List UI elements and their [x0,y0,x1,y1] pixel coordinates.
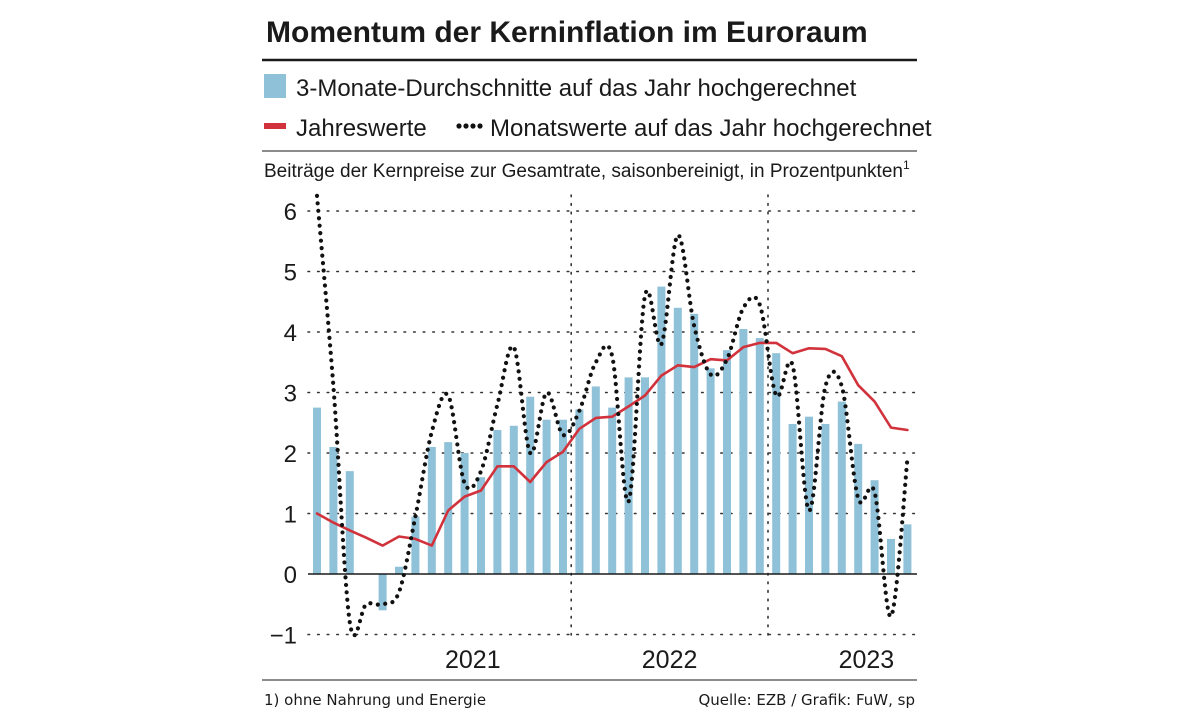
bar [903,524,912,574]
legend-line-swatch [264,123,286,129]
bar [657,286,666,574]
bar [854,443,863,574]
bar [870,480,879,574]
bar [772,353,781,574]
bar [641,377,649,574]
bar [345,471,354,574]
legend-dots-swatch [456,123,483,129]
chart-subtitle: Beiträge der Kernpreise zur Gesamtrate, … [264,158,910,182]
y-tick-label: 3 [284,381,297,408]
subtitle-text: Beiträge der Kernpreise zur Gesamtrate, … [264,161,903,182]
bar [755,338,764,574]
y-tick-label: 2 [284,441,297,468]
y-tick-label: 6 [284,199,297,226]
footnote: 1) ohne Nahrung und Energie [264,691,486,709]
bar [608,407,617,574]
bar [493,430,502,574]
annual-line [315,341,909,547]
bar [591,386,600,574]
monthly-dotted-line [314,193,910,638]
legend-bars-label: 3-Monate-Durchschnitte auf das Jahr hoch… [296,75,857,102]
bar [575,409,584,574]
legend-bars-swatch [264,74,286,98]
bar [805,416,813,574]
bar [378,574,387,611]
bar [477,477,485,574]
bar-series [313,286,912,611]
bar [395,566,403,574]
bar [837,401,846,574]
bar [706,368,715,574]
bar [624,377,633,574]
bar [444,442,453,574]
annual-line-series [315,341,909,547]
bar [509,425,518,574]
y-tick-label: −1 [270,623,297,650]
x-tick-label: 2023 [839,646,895,674]
bar [723,350,731,574]
bar [887,538,895,574]
y-tick-label: 0 [284,562,297,589]
bar [526,396,535,574]
y-tick-label: 4 [284,320,297,347]
x-tick-label: 2021 [445,646,501,674]
chart-title: Momentum der Kerninflation im Euroraum [266,16,868,49]
x-axis: 2021 2022 2023 [445,646,894,674]
y-tick-label: 5 [284,260,297,287]
monthly-dotted-series [314,193,910,638]
x-tick-label: 2022 [642,646,698,674]
legend-dots-label: Monatswerte auf das Jahr hochgerechnet [490,115,932,142]
bar [559,419,567,574]
bar [788,423,797,574]
bar [313,407,321,574]
bar [411,516,420,574]
source: Quelle: EZB / Grafik: FuW, sp [698,691,915,709]
legend: 3-Monate-Durchschnitte auf das Jahr hoch… [264,74,932,142]
y-tick-label: 1 [284,502,297,529]
bar [427,446,436,574]
bar [460,453,469,574]
bar [673,307,682,574]
bar [690,313,699,574]
bar [329,446,338,574]
bar [542,419,551,574]
y-axis: −1 0 1 2 3 4 5 6 [270,199,297,650]
legend-line-label: Jahreswerte [296,115,427,142]
bar [739,328,748,574]
bar [821,423,830,574]
subtitle-footnote-mark: 1 [903,158,910,172]
